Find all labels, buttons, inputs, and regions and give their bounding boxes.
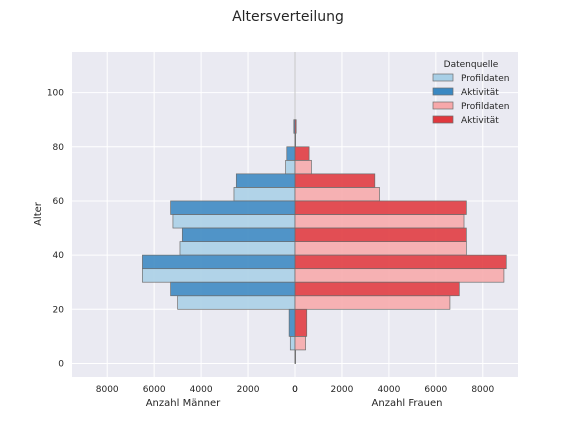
- bar-right-aktivität: [294, 227, 467, 242]
- bar-left-aktivität: [235, 173, 296, 188]
- legend-entry: Profildaten: [461, 74, 509, 84]
- bar-left-aktivität: [142, 254, 296, 270]
- bar-right-profildaten: [294, 268, 505, 283]
- y-tick-label: 20: [53, 305, 65, 315]
- legend-title: Datenquelle: [444, 60, 499, 70]
- bar-right-profildaten: [294, 295, 451, 310]
- x-tick-label-left: 8000: [96, 385, 119, 395]
- bar-left-aktivität: [170, 281, 296, 297]
- x-tick-label-right: 6000: [424, 385, 447, 395]
- x-tick-label-left: 6000: [143, 385, 166, 395]
- bar-left-aktivität: [181, 227, 296, 242]
- bar-right-aktivität: [294, 173, 376, 188]
- bar-right-aktivität: [294, 254, 507, 270]
- bar-left-aktivität: [170, 200, 296, 215]
- legend-entry: Profildaten: [461, 102, 509, 112]
- bar-right-aktivität: [294, 200, 467, 215]
- x-tick-label-left: 2000: [237, 385, 260, 395]
- bar-right-profildaten: [294, 132, 296, 148]
- bar-right-aktivität: [294, 308, 308, 337]
- bar-left-profildaten: [179, 241, 296, 256]
- x-tick-label-right: 0: [292, 385, 298, 395]
- x-tick-label-right: 4000: [377, 385, 400, 395]
- bar-right-aktivität: [294, 146, 310, 161]
- x-axis-label-right: Anzahl Frauen: [372, 398, 443, 409]
- x-tick-label-right: 2000: [330, 385, 353, 395]
- bar-left-profildaten: [142, 268, 296, 283]
- y-tick-label: 80: [53, 143, 65, 153]
- legend-swatch: [432, 115, 454, 124]
- bar-left-aktivität: [286, 146, 296, 161]
- x-tick-label-left: 0: [292, 385, 298, 395]
- legend-swatch: [432, 101, 454, 110]
- bar-right-profildaten: [294, 241, 467, 256]
- bar-right-profildaten: [294, 336, 306, 351]
- x-tick-label-left: 4000: [190, 385, 213, 395]
- legend-entry: Aktivität: [461, 88, 499, 98]
- legend-swatch: [432, 73, 454, 82]
- legend-swatch: [432, 87, 454, 96]
- bar-right-profildaten: [294, 214, 465, 229]
- bar-left-profildaten: [285, 159, 296, 175]
- bar-left-aktivität: [288, 308, 296, 337]
- bar-right-profildaten: [294, 187, 380, 202]
- bar-left-profildaten: [289, 336, 296, 351]
- bar-left-profildaten: [172, 214, 296, 229]
- legend-entry: Aktivität: [461, 116, 499, 126]
- bar-right-aktivität: [294, 281, 460, 297]
- y-axis-label: Alter: [33, 201, 44, 226]
- bar-right-profildaten: [294, 159, 312, 175]
- bar-left-profildaten: [177, 295, 296, 310]
- chart-title: Altersverteilung: [232, 9, 344, 25]
- bar-left-profildaten: [233, 187, 296, 202]
- y-tick-label: 0: [58, 359, 64, 369]
- bar-marks: [142, 52, 507, 364]
- y-tick-label: 40: [53, 251, 65, 261]
- bar-right-aktivität: [294, 119, 297, 134]
- x-tick-label-right: 8000: [471, 385, 494, 395]
- y-tick-label: 60: [53, 197, 65, 207]
- bar-right-profildaten: [294, 349, 296, 364]
- y-tick-label: 100: [47, 89, 64, 99]
- legend: Datenquelle Profildaten Aktivität Profilda…: [432, 60, 509, 126]
- x-axis-label-left: Anzahl Männer: [146, 398, 221, 409]
